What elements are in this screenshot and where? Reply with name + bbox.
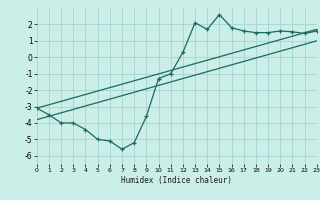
X-axis label: Humidex (Indice chaleur): Humidex (Indice chaleur) [121, 176, 232, 185]
